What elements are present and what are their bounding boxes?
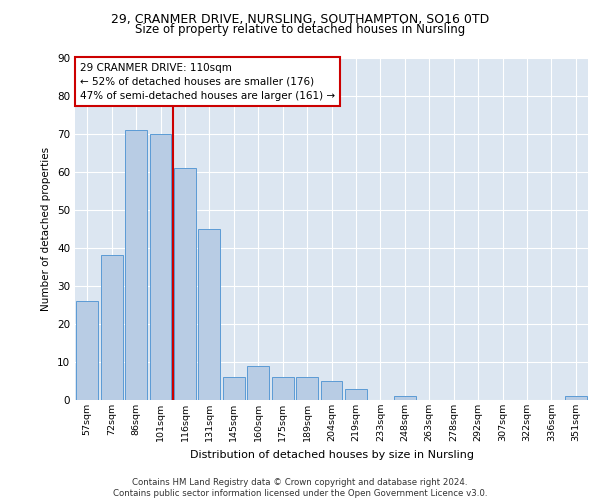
Bar <box>174 168 196 400</box>
X-axis label: Distribution of detached houses by size in Nursling: Distribution of detached houses by size … <box>190 450 473 460</box>
Bar <box>149 134 172 400</box>
Bar <box>247 366 269 400</box>
Bar <box>101 256 122 400</box>
Text: 29, CRANMER DRIVE, NURSLING, SOUTHAMPTON, SO16 0TD: 29, CRANMER DRIVE, NURSLING, SOUTHAMPTON… <box>111 12 489 26</box>
Bar <box>125 130 147 400</box>
Bar <box>394 396 416 400</box>
Bar <box>345 388 367 400</box>
Text: Size of property relative to detached houses in Nursling: Size of property relative to detached ho… <box>135 22 465 36</box>
Bar <box>320 381 343 400</box>
Y-axis label: Number of detached properties: Number of detached properties <box>41 146 52 311</box>
Bar <box>223 377 245 400</box>
Bar <box>199 229 220 400</box>
Bar <box>272 377 293 400</box>
Bar <box>76 301 98 400</box>
Bar <box>565 396 587 400</box>
Text: Contains HM Land Registry data © Crown copyright and database right 2024.
Contai: Contains HM Land Registry data © Crown c… <box>113 478 487 498</box>
Text: 29 CRANMER DRIVE: 110sqm
← 52% of detached houses are smaller (176)
47% of semi-: 29 CRANMER DRIVE: 110sqm ← 52% of detach… <box>80 62 335 100</box>
Bar <box>296 377 318 400</box>
